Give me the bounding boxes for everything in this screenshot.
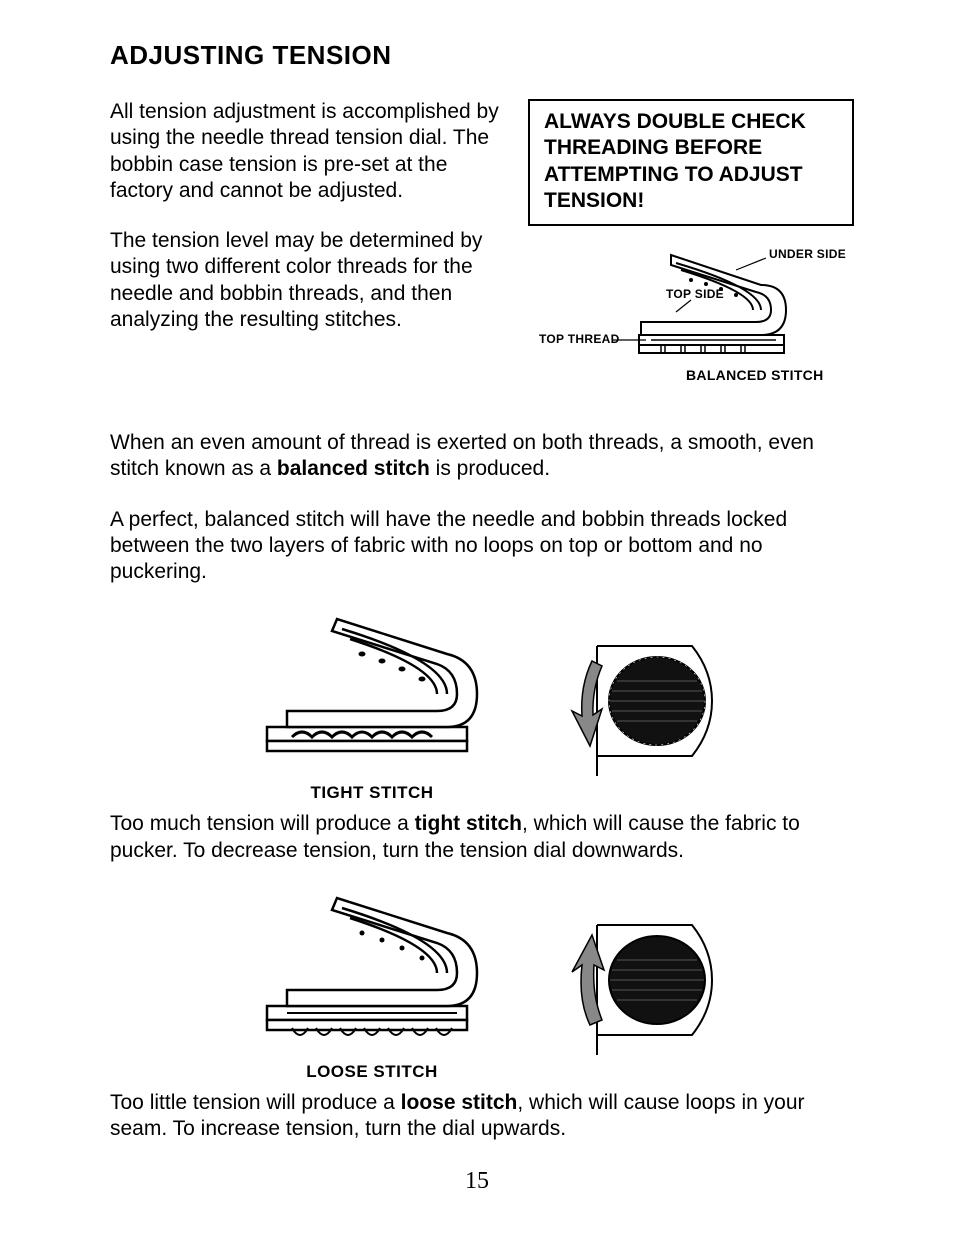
tight-stitch-row: TIGHT STITCH [110,609,854,803]
p5-bold: tight stitch [415,812,522,835]
p3-post: is produced. [430,457,550,480]
p6-pre: Too little tension will produce a [110,1091,401,1114]
label-top-thread: TOP THREAD [539,332,620,346]
tension-dial-up-diagram [562,910,722,1060]
intro-text-column: All tension adjustment is accomplished b… [110,99,500,357]
document-page: ADJUSTING TENSION All tension adjustment… [0,0,954,1235]
warning-and-diagram-column: ALWAYS DOUBLE CHECK THREADING BEFORE ATT… [528,99,854,390]
paragraph-4: A perfect, balanced stitch will have the… [110,507,854,586]
loose-stitch-diagram-wrap: LOOSE STITCH [242,888,502,1082]
p5-pre: Too much tension will produce a [110,812,415,835]
tight-stitch-diagram [242,609,502,779]
balanced-stitch-diagram: UNDER SIDE TOP SIDE TOP THREAD BALANCED … [531,240,851,390]
warning-callout: ALWAYS DOUBLE CHECK THREADING BEFORE ATT… [528,99,854,226]
balanced-stitch-caption: BALANCED STITCH [686,367,824,383]
page-title: ADJUSTING TENSION [110,40,854,71]
tight-stitch-diagram-wrap: TIGHT STITCH [242,609,502,803]
top-section: All tension adjustment is accomplished b… [110,99,854,390]
p6-bold: loose stitch [401,1091,518,1114]
paragraph-2: The tension level may be determined by u… [110,228,500,333]
tight-stitch-caption: TIGHT STITCH [242,783,502,803]
page-number: 15 [0,1168,954,1195]
paragraph-6: Too little tension will produce a loose … [110,1090,854,1143]
loose-stitch-diagram [242,888,502,1058]
loose-stitch-caption: LOOSE STITCH [242,1062,502,1082]
tension-dial-down-diagram [562,631,722,781]
label-under-side: UNDER SIDE [769,247,846,261]
label-top-side: TOP SIDE [666,287,724,301]
paragraph-3: When an even amount of thread is exerted… [110,430,854,483]
paragraph-5: Too much tension will produce a tight st… [110,811,854,864]
loose-stitch-row: LOOSE STITCH [110,888,854,1082]
p3-bold: balanced stitch [277,457,430,480]
paragraph-1: All tension adjustment is accomplished b… [110,99,500,204]
